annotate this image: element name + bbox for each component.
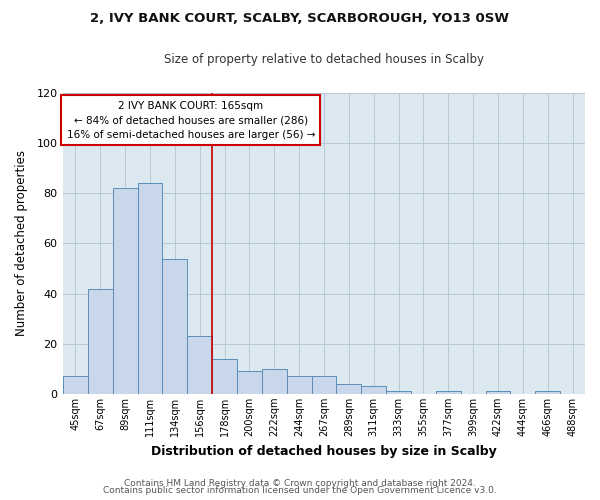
Y-axis label: Number of detached properties: Number of detached properties xyxy=(15,150,28,336)
Bar xyxy=(88,288,113,394)
Text: Contains public sector information licensed under the Open Government Licence v3: Contains public sector information licen… xyxy=(103,486,497,495)
Bar xyxy=(163,258,187,394)
X-axis label: Distribution of detached houses by size in Scalby: Distribution of detached houses by size … xyxy=(151,444,497,458)
Bar xyxy=(237,372,262,394)
Text: 2 IVY BANK COURT: 165sqm
← 84% of detached houses are smaller (286)
16% of semi-: 2 IVY BANK COURT: 165sqm ← 84% of detach… xyxy=(67,100,315,140)
Title: Size of property relative to detached houses in Scalby: Size of property relative to detached ho… xyxy=(164,52,484,66)
Bar xyxy=(485,392,511,394)
Bar xyxy=(212,359,237,394)
Text: 2, IVY BANK COURT, SCALBY, SCARBOROUGH, YO13 0SW: 2, IVY BANK COURT, SCALBY, SCARBOROUGH, … xyxy=(91,12,509,26)
Bar xyxy=(311,376,337,394)
Bar xyxy=(386,392,411,394)
Bar xyxy=(187,336,212,394)
Bar xyxy=(361,386,386,394)
Bar xyxy=(436,392,461,394)
Bar xyxy=(63,376,88,394)
Text: Contains HM Land Registry data © Crown copyright and database right 2024.: Contains HM Land Registry data © Crown c… xyxy=(124,478,476,488)
Bar xyxy=(535,392,560,394)
Bar xyxy=(113,188,137,394)
Bar xyxy=(287,376,311,394)
Bar xyxy=(137,184,163,394)
Bar xyxy=(262,369,287,394)
Bar xyxy=(337,384,361,394)
